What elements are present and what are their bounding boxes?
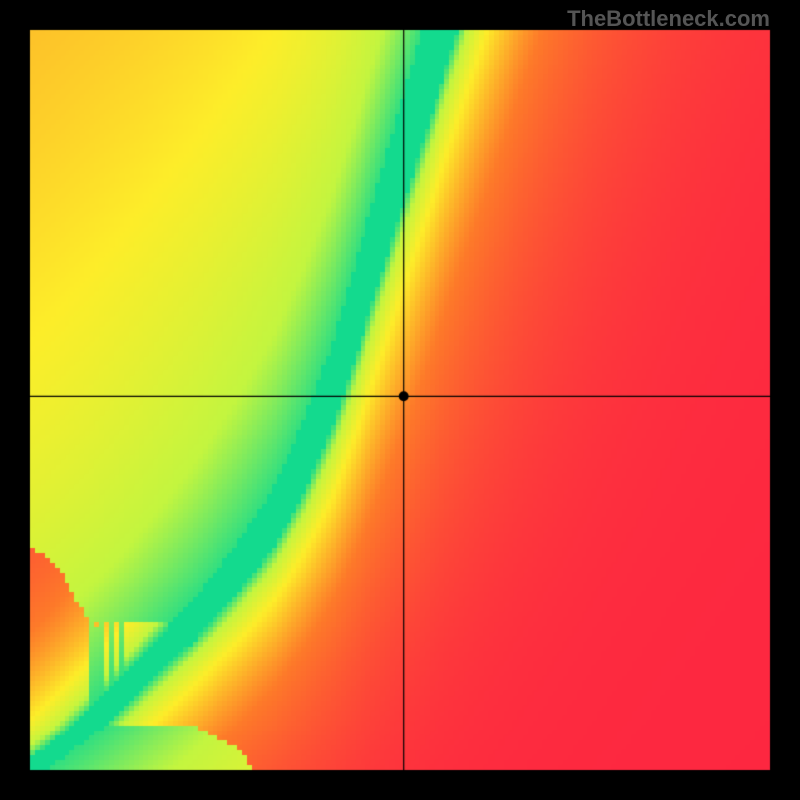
chart-container: TheBottleneck.com [0, 0, 800, 800]
watermark-text: TheBottleneck.com [567, 6, 770, 32]
heatmap-canvas [0, 0, 800, 800]
